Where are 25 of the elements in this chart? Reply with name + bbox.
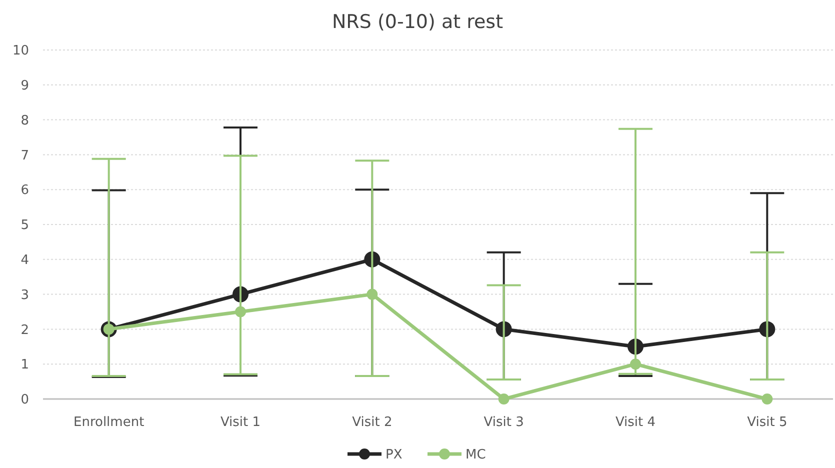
y-tick-label: 2 [20, 322, 29, 338]
chart-title: NRS (0-10) at rest [332, 11, 504, 33]
point [366, 288, 378, 300]
y-tick-label: 1 [20, 358, 29, 373]
x-tick-label: Enrollment [73, 415, 144, 430]
y-tick-label: 5 [20, 218, 29, 234]
x-tick-label: Visit 4 [615, 415, 656, 430]
y-tick-label: 7 [20, 148, 29, 164]
x-tick-label: Visit 5 [747, 415, 788, 430]
legend-label: MC [466, 448, 486, 463]
legend-label: PX [386, 448, 402, 463]
y-tick-label: 9 [20, 78, 29, 94]
y-tick-label: 3 [20, 288, 29, 303]
point [630, 358, 641, 370]
point [762, 394, 773, 404]
point [498, 394, 510, 404]
y-tick-label: 6 [20, 183, 29, 198]
point [235, 306, 246, 318]
x-tick-label: Visit 2 [352, 415, 392, 430]
y-tick-label: 0 [20, 392, 29, 408]
y-tick-label: 10 [12, 44, 29, 59]
y-tick-label: 8 [20, 113, 29, 128]
x-tick-label: Visit 1 [220, 415, 261, 430]
x-tick-label: Visit 3 [484, 415, 524, 430]
y-tick-label: 4 [20, 252, 29, 268]
